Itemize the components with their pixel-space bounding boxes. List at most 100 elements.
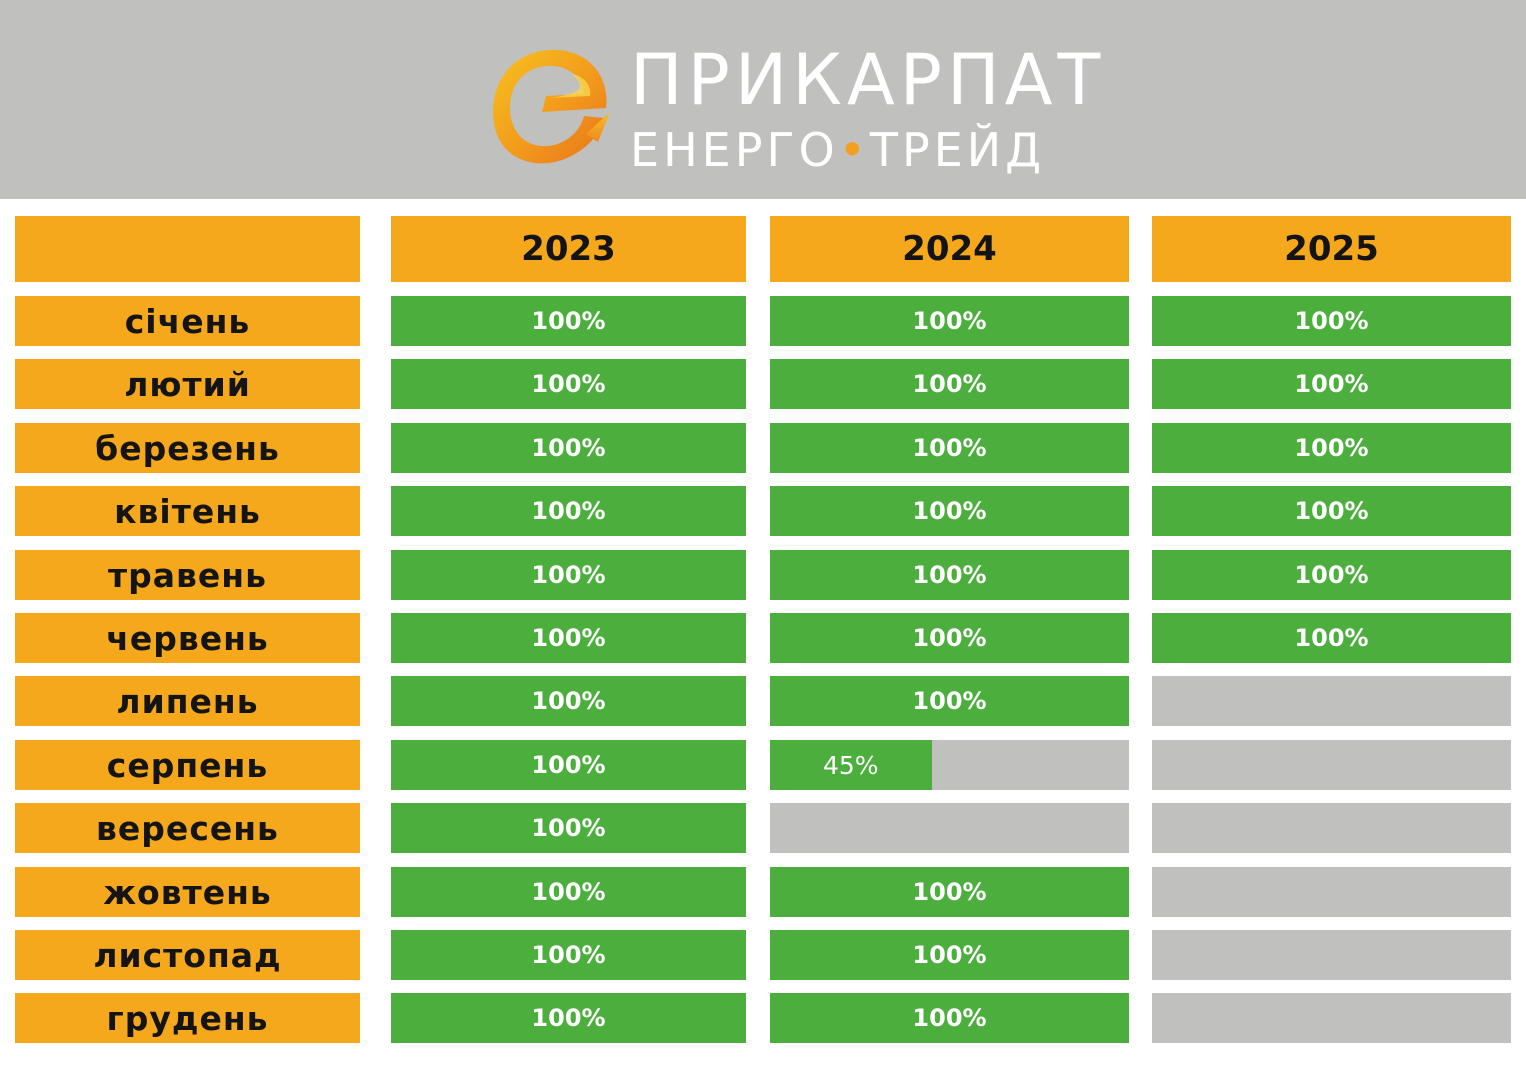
progress-cell-2025: 100%	[1152, 486, 1511, 536]
brand-word-energo: ЕНЕРГО	[630, 123, 839, 177]
brand-name-line2: ЕНЕРГО•ТРЕЙД	[630, 120, 1045, 180]
month-label: травень	[15, 550, 360, 600]
month-label: грудень	[15, 993, 360, 1043]
progress-cell-2024: 100%	[770, 486, 1129, 536]
progress-fill	[1152, 296, 1511, 346]
progress-value: 100%	[912, 941, 987, 969]
progress-cell-2023: 100%	[391, 993, 746, 1043]
progress-cell-2025	[1152, 740, 1511, 790]
progress-cell-2023: 100%	[391, 930, 746, 980]
progress-value: 100%	[912, 1004, 987, 1032]
progress-value: 100%	[531, 370, 606, 398]
progress-cell-2024: 100%	[770, 993, 1129, 1043]
progress-cell-2025	[1152, 993, 1511, 1043]
progress-cell-2024: 100%	[770, 550, 1129, 600]
month-label: квітень	[15, 486, 360, 536]
year-header-2024: 2024	[770, 216, 1129, 282]
progress-value: 100%	[1294, 497, 1369, 525]
progress-value: 100%	[912, 307, 987, 335]
progress-fill	[1152, 423, 1511, 473]
progress-fill	[770, 993, 1129, 1043]
progress-cell-2025	[1152, 867, 1511, 917]
progress-cell-2023: 100%	[391, 550, 746, 600]
progress-cell-2023: 100%	[391, 359, 746, 409]
progress-cell-2025	[1152, 803, 1511, 853]
progress-cell-2025: 100%	[1152, 296, 1511, 346]
progress-fill	[391, 423, 746, 473]
progress-value: 100%	[531, 497, 606, 525]
progress-fill	[1152, 486, 1511, 536]
progress-value: 100%	[912, 878, 987, 906]
progress-cell-2023: 100%	[391, 613, 746, 663]
progress-cell-2023: 100%	[391, 867, 746, 917]
progress-fill	[770, 867, 1129, 917]
progress-fill	[770, 613, 1129, 663]
progress-fill	[391, 803, 746, 853]
progress-fill	[770, 359, 1129, 409]
brand-word-treid: ТРЕЙД	[869, 123, 1046, 177]
progress-value: 100%	[1294, 434, 1369, 462]
progress-value: 100%	[531, 561, 606, 589]
progress-fill	[770, 550, 1129, 600]
progress-cell-2025	[1152, 676, 1511, 726]
progress-value: 100%	[912, 687, 987, 715]
progress-cell-2024: 45%	[770, 740, 1129, 790]
month-label: січень	[15, 296, 360, 346]
progress-fill	[770, 296, 1129, 346]
progress-cell-2023: 100%	[391, 296, 746, 346]
progress-fill	[391, 613, 746, 663]
month-label: липень	[15, 676, 360, 726]
progress-fill	[391, 676, 746, 726]
progress-fill	[391, 930, 746, 980]
progress-value: 100%	[531, 434, 606, 462]
progress-value: 100%	[531, 814, 606, 842]
progress-value: 100%	[531, 1004, 606, 1032]
progress-fill	[770, 486, 1129, 536]
progress-cell-2023: 100%	[391, 740, 746, 790]
month-label: листопад	[15, 930, 360, 980]
progress-cell-2023: 100%	[391, 803, 746, 853]
table-corner-cell	[15, 216, 360, 282]
month-label: червень	[15, 613, 360, 663]
progress-cell-2025: 100%	[1152, 613, 1511, 663]
progress-fill	[391, 867, 746, 917]
progress-cell-2024: 100%	[770, 359, 1129, 409]
brand-name-line1: ПРИКАРПАТ	[630, 39, 1106, 121]
progress-cell-2024: 100%	[770, 296, 1129, 346]
progress-fill	[1152, 613, 1511, 663]
progress-cell-2023: 100%	[391, 423, 746, 473]
progress-fill	[391, 359, 746, 409]
progress-cell-2025: 100%	[1152, 423, 1511, 473]
progress-value: 100%	[531, 687, 606, 715]
progress-value: 45%	[823, 750, 879, 780]
progress-cell-2024: 100%	[770, 613, 1129, 663]
progress-cell-2025: 100%	[1152, 359, 1511, 409]
progress-value: 100%	[531, 941, 606, 969]
month-label: лютий	[15, 359, 360, 409]
progress-fill	[770, 676, 1129, 726]
progress-value: 100%	[1294, 307, 1369, 335]
progress-value: 100%	[1294, 624, 1369, 652]
year-header-2025: 2025	[1152, 216, 1511, 282]
progress-cell-2025: 100%	[1152, 550, 1511, 600]
month-label: березень	[15, 423, 360, 473]
progress-cell-2024	[770, 803, 1129, 853]
progress-fill	[1152, 550, 1511, 600]
progress-fill	[770, 423, 1129, 473]
progress-cell-2024: 100%	[770, 930, 1129, 980]
month-label: вересень	[15, 803, 360, 853]
progress-value: 100%	[912, 497, 987, 525]
progress-value: 100%	[912, 434, 987, 462]
progress-fill	[391, 296, 746, 346]
progress-cell-2023: 100%	[391, 486, 746, 536]
logo-e-swirl-icon	[493, 49, 610, 164]
progress-fill	[1152, 359, 1511, 409]
progress-value: 100%	[912, 561, 987, 589]
progress-value: 100%	[912, 370, 987, 398]
progress-value: 100%	[1294, 370, 1369, 398]
header-banner: ПРИКАРПАТ ЕНЕРГО•ТРЕЙД	[0, 0, 1526, 199]
progress-cell-2024: 100%	[770, 423, 1129, 473]
progress-value: 100%	[531, 624, 606, 652]
progress-fill	[770, 930, 1129, 980]
progress-fill	[770, 740, 932, 790]
